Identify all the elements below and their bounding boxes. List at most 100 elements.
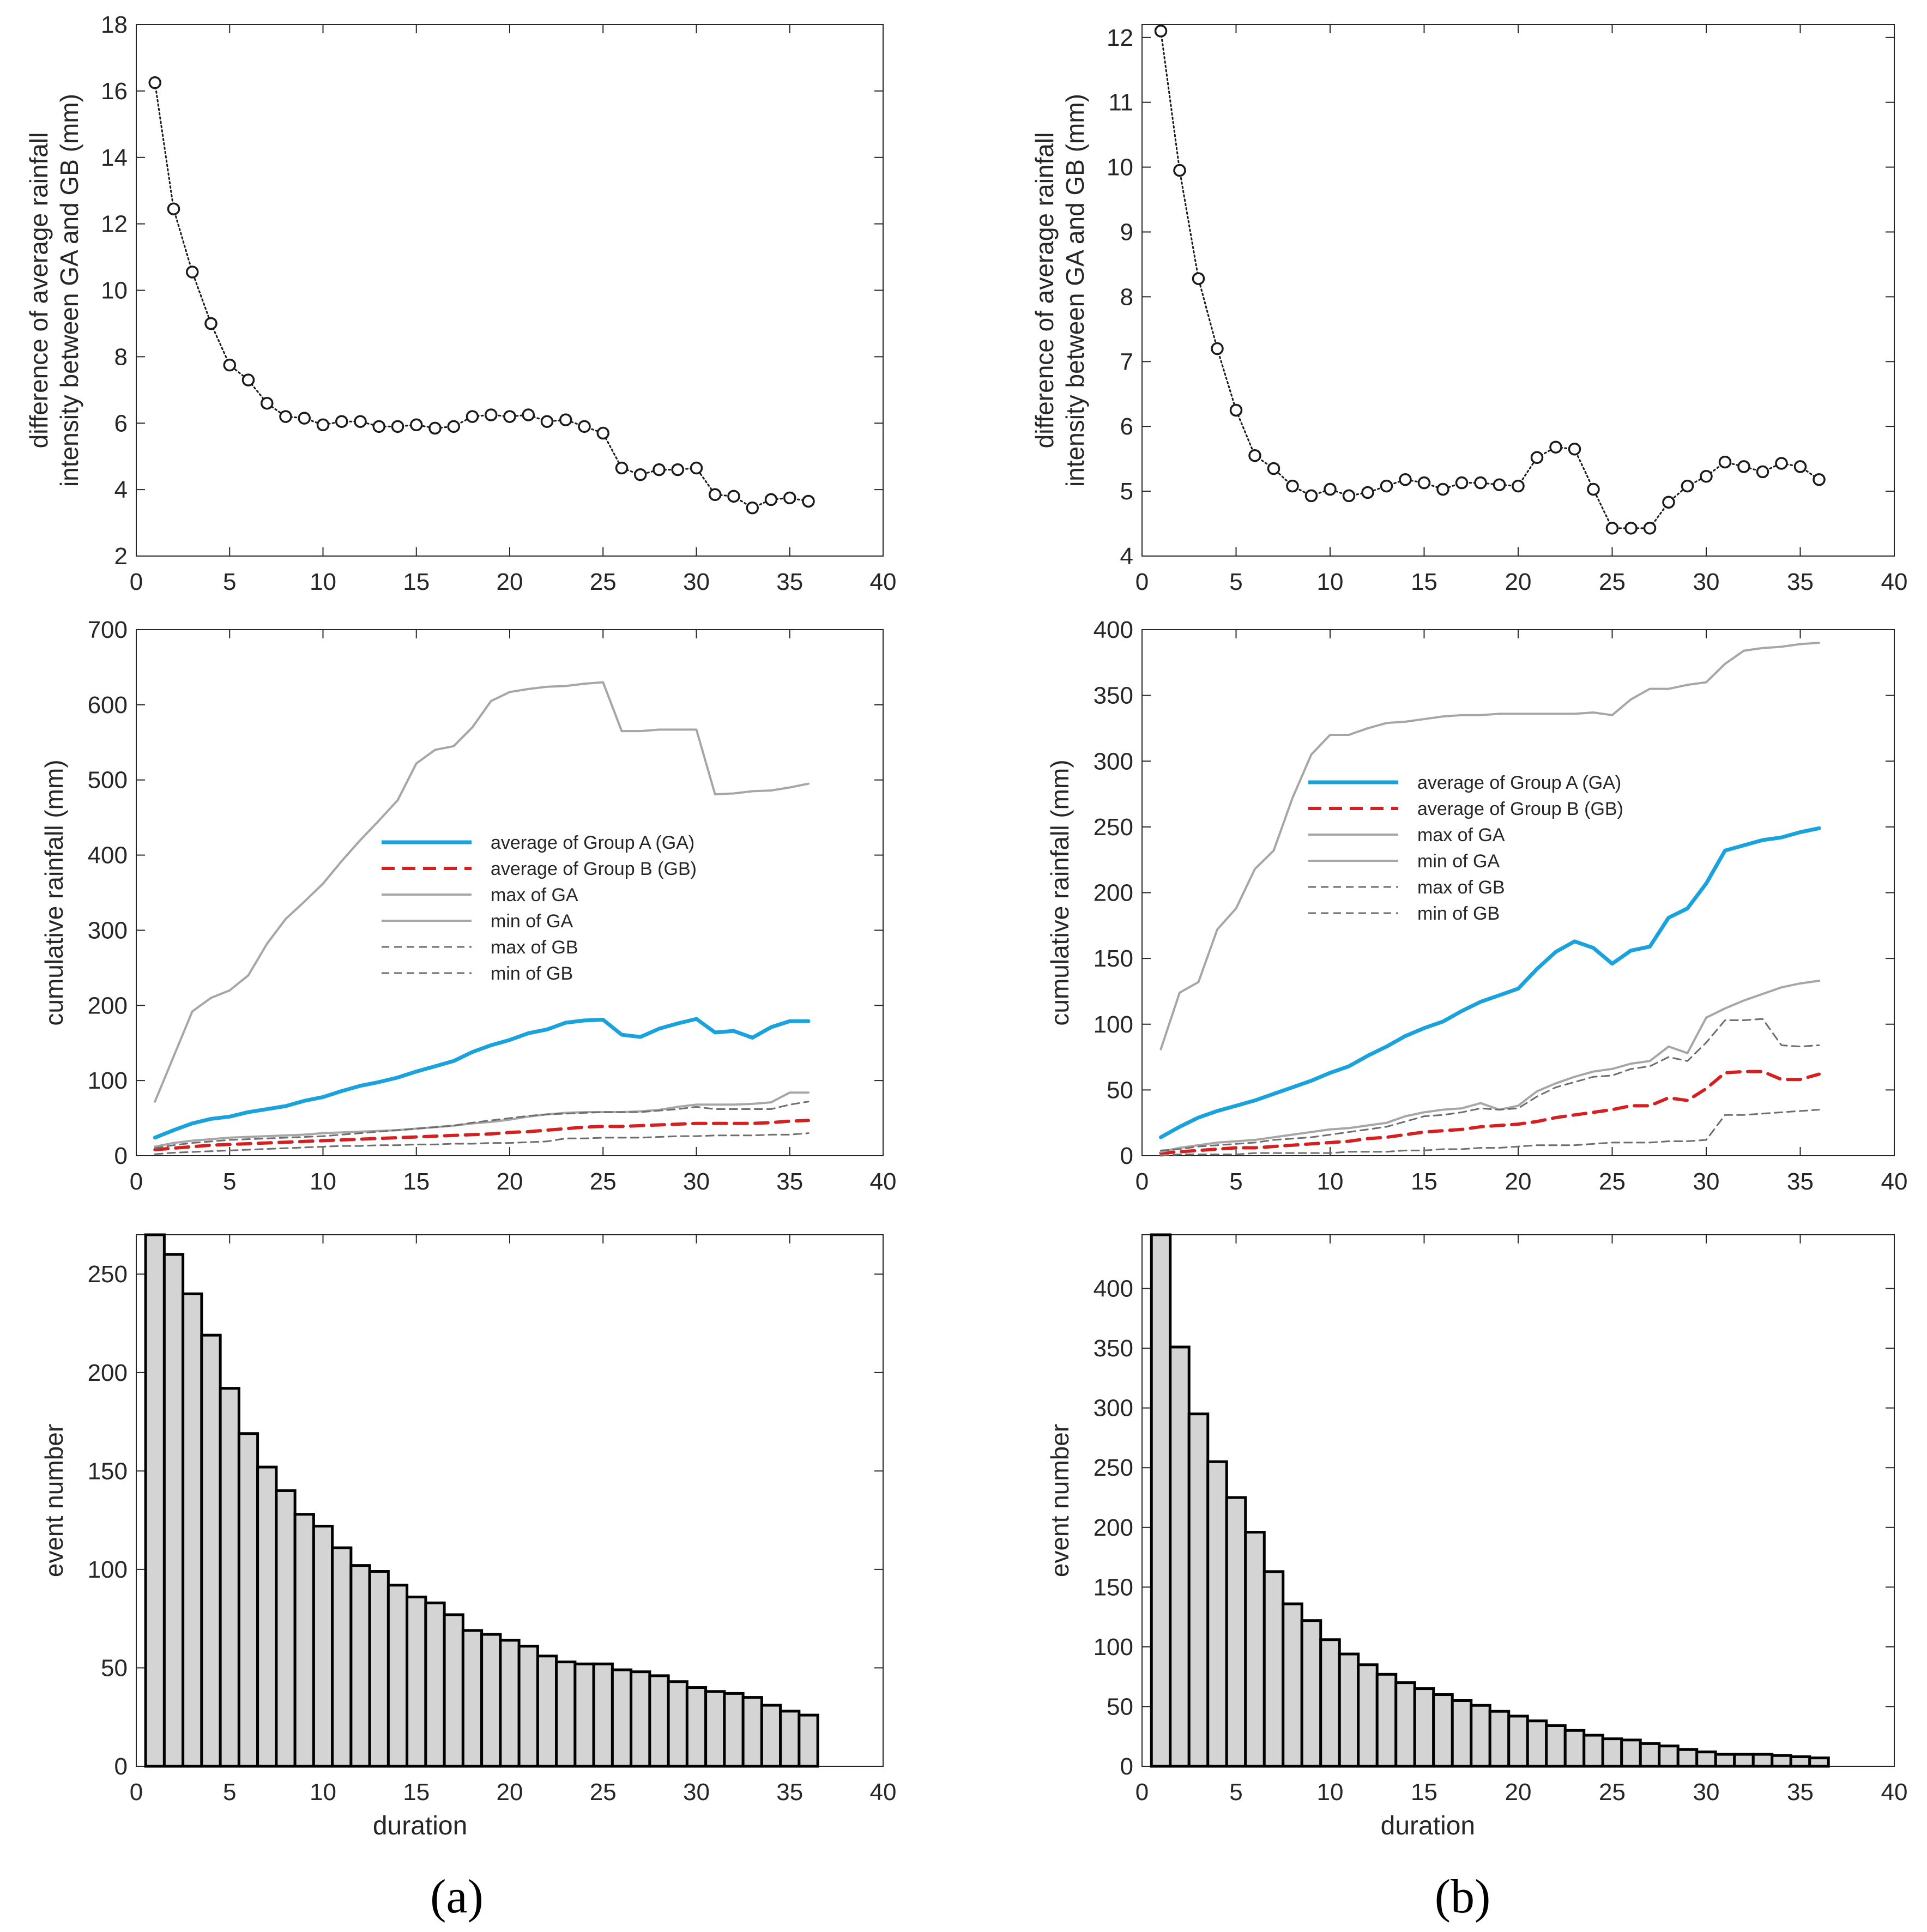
x-tick-label: 15 bbox=[1411, 1779, 1437, 1806]
bar-b-hist-4 bbox=[1206, 1460, 1228, 1768]
x-tick-label: 30 bbox=[683, 569, 710, 595]
bar-b-hist-18 bbox=[1470, 1704, 1491, 1768]
bar-b-hist-16 bbox=[1432, 1693, 1454, 1768]
x-tick-label: 25 bbox=[590, 1168, 617, 1195]
data-point bbox=[1417, 476, 1431, 490]
data-point bbox=[1229, 403, 1243, 417]
y-tick-label: 0 bbox=[114, 1143, 128, 1169]
y-tick-label: 6 bbox=[114, 410, 128, 437]
y-tick-label: 700 bbox=[88, 617, 128, 643]
y-tick-label: 100 bbox=[1094, 1011, 1133, 1038]
bar-a-hist-18 bbox=[461, 1629, 484, 1768]
y-tick-label: 8 bbox=[114, 343, 128, 370]
data-point bbox=[1380, 479, 1393, 493]
x-tick-label: 5 bbox=[1229, 1779, 1242, 1806]
x-tick-label: 10 bbox=[310, 1779, 336, 1806]
bar-a-hist-26 bbox=[611, 1668, 633, 1768]
x-tick-label: 0 bbox=[130, 1168, 143, 1195]
data-point bbox=[615, 461, 629, 475]
bar-a-hist-1 bbox=[144, 1233, 166, 1768]
y-tick-label: 300 bbox=[88, 917, 128, 944]
y-tick-label: 100 bbox=[1094, 1634, 1133, 1661]
data-point bbox=[1587, 482, 1600, 496]
data-point bbox=[391, 420, 404, 433]
y-tick-label: 7 bbox=[1120, 348, 1133, 375]
charts-root: 0 5 10 15 20 25 30 35 4024681012141618difference… bbox=[25, 11, 1907, 1840]
chart-a-diff: 0 5 10 15 20 25 30 35 40 2 4 6 8 10 12 14 16 18 difference… bbox=[25, 11, 896, 595]
data-point bbox=[279, 410, 292, 423]
plot-area bbox=[136, 24, 884, 557]
bar-a-hist-13 bbox=[368, 1570, 390, 1768]
bar-a-hist-34 bbox=[760, 1704, 782, 1768]
x-tick-label: 10 bbox=[310, 569, 336, 595]
series-line-b-cum-3 bbox=[1159, 980, 1820, 1153]
panel-label-a: (a) bbox=[430, 1870, 484, 1923]
data-point bbox=[335, 415, 348, 428]
x-tick-label: 10 bbox=[1317, 1779, 1344, 1806]
y-tick-label: 2 bbox=[114, 543, 128, 570]
y-tick-label: 200 bbox=[1094, 1514, 1133, 1541]
bar-b-hist-11 bbox=[1338, 1652, 1360, 1768]
y-axis-label: cumulative rainfall (mm) bbox=[40, 759, 68, 1025]
bar-a-hist-17 bbox=[443, 1613, 464, 1768]
bar-a-hist-4 bbox=[200, 1333, 222, 1768]
panel-label-b: (b) bbox=[1435, 1870, 1491, 1923]
bar-b-hist-19 bbox=[1488, 1710, 1511, 1768]
bar-b-hist-15 bbox=[1413, 1687, 1435, 1768]
data-point bbox=[372, 420, 385, 433]
x-tick-label: 5 bbox=[223, 1779, 236, 1806]
data-point bbox=[727, 490, 740, 503]
legend-label: average of Group A (GA) bbox=[491, 832, 694, 853]
data-point bbox=[1286, 479, 1299, 493]
y-tick-label: 11 bbox=[1108, 89, 1133, 116]
data-point bbox=[634, 468, 647, 481]
y-tick-label: 50 bbox=[1107, 1077, 1133, 1103]
x-tick-label: 30 bbox=[683, 1168, 710, 1195]
y-tick-label: 0 bbox=[114, 1753, 128, 1780]
legend-label: max of GA bbox=[491, 885, 578, 905]
y-tick-label: 400 bbox=[88, 842, 128, 869]
legend-b-cum: average of Group A (GA) average of Group … bbox=[1308, 772, 1623, 924]
bar-a-hist-33 bbox=[741, 1696, 763, 1768]
y-tick-label: 100 bbox=[88, 1556, 128, 1583]
y-tick-label: 4 bbox=[114, 476, 128, 503]
bar-b-hist-35 bbox=[1789, 1755, 1811, 1768]
y-tick-label: 200 bbox=[1094, 880, 1133, 907]
x-tick-label: 5 bbox=[1229, 1168, 1242, 1195]
bar-b-hist-33 bbox=[1751, 1753, 1774, 1768]
series-line-b-cum-4 bbox=[1160, 1018, 1820, 1151]
bar-b-hist-27 bbox=[1639, 1742, 1661, 1768]
bar-a-hist-12 bbox=[349, 1564, 371, 1768]
data-point bbox=[1662, 496, 1675, 509]
bar-a-hist-3 bbox=[182, 1292, 203, 1768]
data-point bbox=[522, 408, 535, 421]
data-point bbox=[466, 410, 479, 423]
legend-label: average of Group B (GB) bbox=[1417, 799, 1623, 819]
data-point bbox=[261, 396, 274, 410]
data-point bbox=[485, 408, 498, 421]
y-tick-label: 10 bbox=[101, 277, 128, 304]
legend-label: average of Group B (GB) bbox=[491, 859, 697, 879]
legend-label: min of GB bbox=[491, 963, 573, 984]
x-tick-label: 5 bbox=[223, 1168, 236, 1195]
bar-b-hist-13 bbox=[1375, 1673, 1398, 1768]
bar-a-hist-28 bbox=[648, 1674, 670, 1768]
bar-a-hist-20 bbox=[499, 1639, 521, 1768]
bar-a-hist-14 bbox=[386, 1584, 409, 1768]
data-point bbox=[746, 501, 759, 515]
x-tick-label: 15 bbox=[1411, 1168, 1437, 1195]
data-point bbox=[1643, 522, 1657, 535]
x-tick-label: 20 bbox=[497, 569, 523, 595]
bar-a-hist-25 bbox=[592, 1662, 614, 1768]
data-point bbox=[653, 463, 666, 476]
bar-b-hist-23 bbox=[1563, 1729, 1586, 1768]
data-point bbox=[316, 418, 330, 432]
plot-area bbox=[136, 629, 884, 1156]
bar-a-hist-5 bbox=[219, 1387, 240, 1768]
bar-a-hist-23 bbox=[555, 1661, 577, 1768]
x-tick-label: 35 bbox=[776, 1779, 803, 1806]
data-point bbox=[690, 461, 703, 475]
data-point bbox=[1549, 440, 1562, 454]
y-tick-label: 400 bbox=[1094, 617, 1133, 643]
